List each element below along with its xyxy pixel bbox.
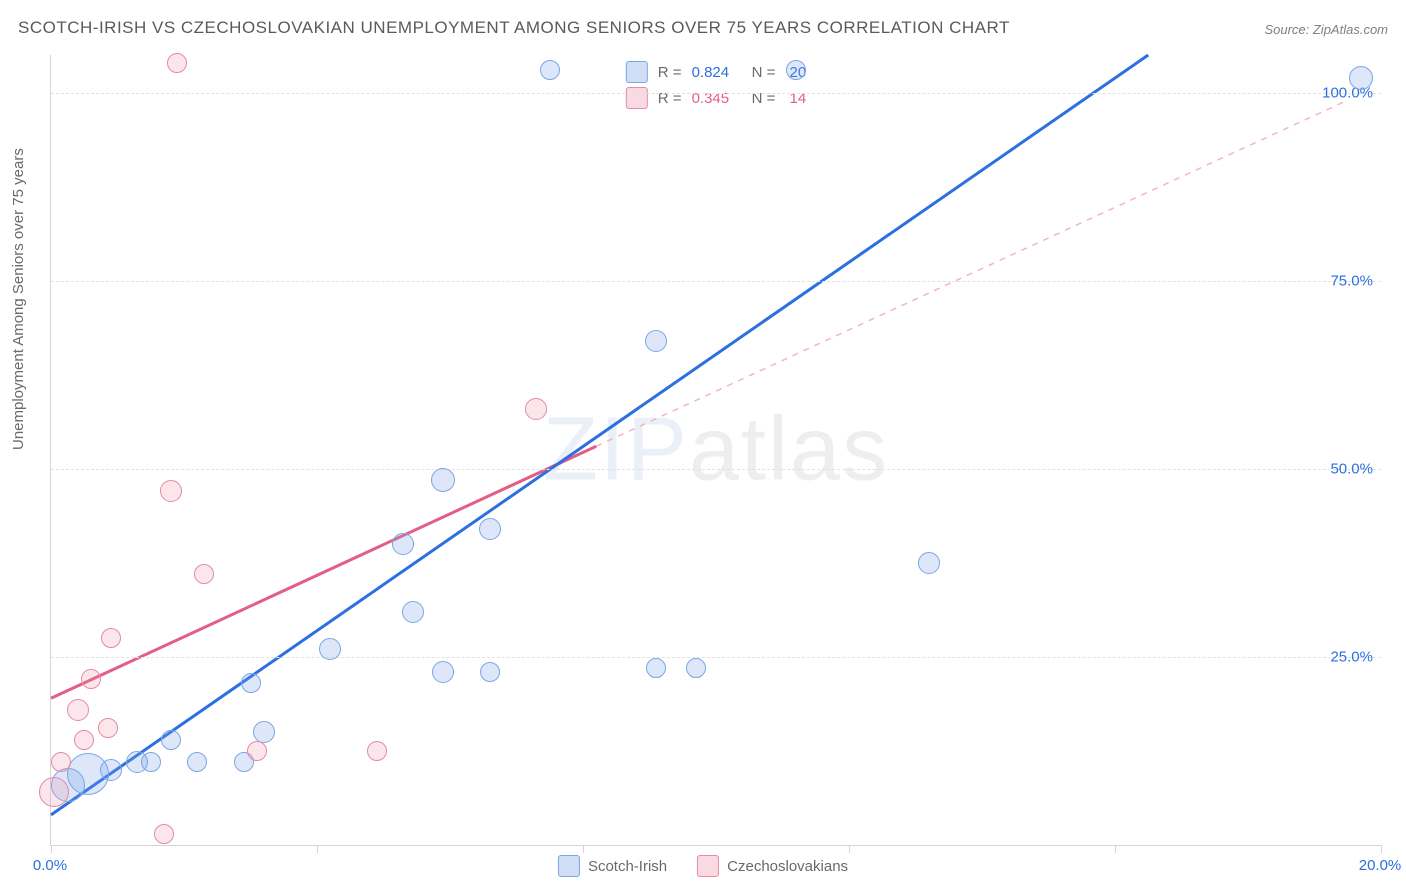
data-point (686, 658, 706, 678)
x-tick (1115, 845, 1116, 853)
correlation-legend-row: R =0.345N = 14 (626, 87, 806, 109)
series-legend: Scotch-Irish Czechoslovakians (558, 855, 848, 877)
data-point (241, 673, 261, 693)
trend-line (51, 446, 596, 698)
data-point (161, 730, 181, 750)
data-point (101, 628, 121, 648)
data-point (154, 824, 174, 844)
data-point (480, 662, 500, 682)
data-point (39, 777, 69, 807)
data-point (525, 398, 547, 420)
data-point (100, 759, 122, 781)
trend-lines-layer (51, 55, 1381, 845)
legend-swatch (626, 87, 648, 109)
x-tick-label: 20.0% (1359, 857, 1402, 874)
data-point (918, 552, 940, 574)
data-point (402, 601, 424, 623)
series-label: Czechoslovakians (727, 858, 848, 875)
data-point (786, 60, 806, 80)
data-point (67, 699, 89, 721)
data-point (646, 658, 666, 678)
y-axis-label: Unemployment Among Seniors over 75 years (10, 148, 27, 450)
legend-swatch (558, 855, 580, 877)
gridline (51, 469, 1381, 470)
x-tick (317, 845, 318, 853)
series-label: Scotch-Irish (588, 858, 667, 875)
data-point (98, 718, 118, 738)
n-label: N = (752, 64, 776, 81)
data-point (141, 752, 161, 772)
data-point (367, 741, 387, 761)
data-point (81, 669, 101, 689)
data-point (431, 468, 455, 492)
gridline (51, 657, 1381, 658)
data-point (253, 721, 275, 743)
data-point (194, 564, 214, 584)
correlation-legend-row: R =0.824N = 20 (626, 61, 806, 83)
y-tick-label: 75.0% (1330, 272, 1373, 289)
data-point (432, 661, 454, 683)
data-point (167, 53, 187, 73)
chart-title: SCOTCH-IRISH VS CZECHOSLOVAKIAN UNEMPLOY… (18, 18, 1010, 38)
series-legend-item: Czechoslovakians (697, 855, 848, 877)
gridline (51, 93, 1381, 94)
r-value: 0.824 (692, 64, 742, 81)
x-tick (583, 845, 584, 853)
data-point (645, 330, 667, 352)
y-tick-label: 50.0% (1330, 460, 1373, 477)
source-attribution: Source: ZipAtlas.com (1264, 22, 1388, 37)
data-point (74, 730, 94, 750)
y-tick-label: 25.0% (1330, 648, 1373, 665)
data-point (160, 480, 182, 502)
plot-area: ZIPatlas R =0.824N = 20R =0.345N = 14 25… (50, 55, 1381, 846)
data-point (247, 741, 267, 761)
data-point (187, 752, 207, 772)
trend-line (51, 55, 1148, 815)
data-point (392, 533, 414, 555)
x-tick (51, 845, 52, 853)
x-tick (849, 845, 850, 853)
legend-swatch (697, 855, 719, 877)
trend-line (596, 100, 1347, 446)
x-tick-label: 0.0% (33, 857, 67, 874)
data-point (1349, 66, 1373, 90)
x-tick (1381, 845, 1382, 853)
data-point (479, 518, 501, 540)
data-point (51, 752, 71, 772)
legend-swatch (626, 61, 648, 83)
gridline (51, 281, 1381, 282)
correlation-legend: R =0.824N = 20R =0.345N = 14 (626, 61, 806, 109)
data-point (540, 60, 560, 80)
series-legend-item: Scotch-Irish (558, 855, 667, 877)
r-label: R = (658, 64, 682, 81)
data-point (319, 638, 341, 660)
